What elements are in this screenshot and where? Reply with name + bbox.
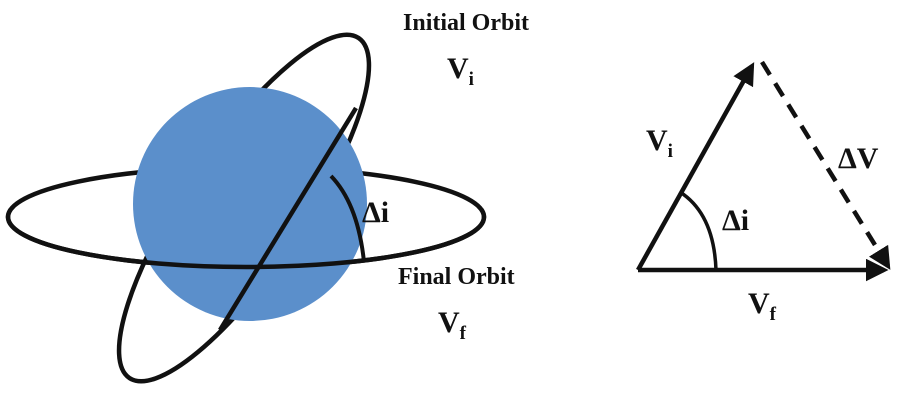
initial-orbit-label: Initial Orbit <box>403 10 529 36</box>
initial-orbit-front <box>218 106 358 332</box>
vector-diagram: Vi Δi ΔV Vf <box>636 60 891 325</box>
delta-v-vector <box>760 60 891 270</box>
vector-final-velocity-label: Vf <box>748 287 777 325</box>
orbit-diagram: Initial Orbit Vi Δi Final Orbit Vf <box>5 10 529 384</box>
inclination-change-label: Δi <box>362 196 389 229</box>
initial-velocity-vector <box>636 62 755 272</box>
final-velocity-label: Vf <box>438 306 467 344</box>
final-orbit-label: Final Orbit <box>398 264 515 290</box>
delta-v-label: ΔV <box>838 142 879 175</box>
vector-angle-label: Δi <box>722 204 749 237</box>
vector-initial-velocity-label: Vi <box>646 124 673 162</box>
initial-velocity-label: Vi <box>447 52 474 90</box>
planet <box>133 87 367 321</box>
final-orbit-front <box>5 208 487 270</box>
delta-i-angle-arc <box>679 190 718 271</box>
inclination-angle-arc <box>329 174 366 263</box>
